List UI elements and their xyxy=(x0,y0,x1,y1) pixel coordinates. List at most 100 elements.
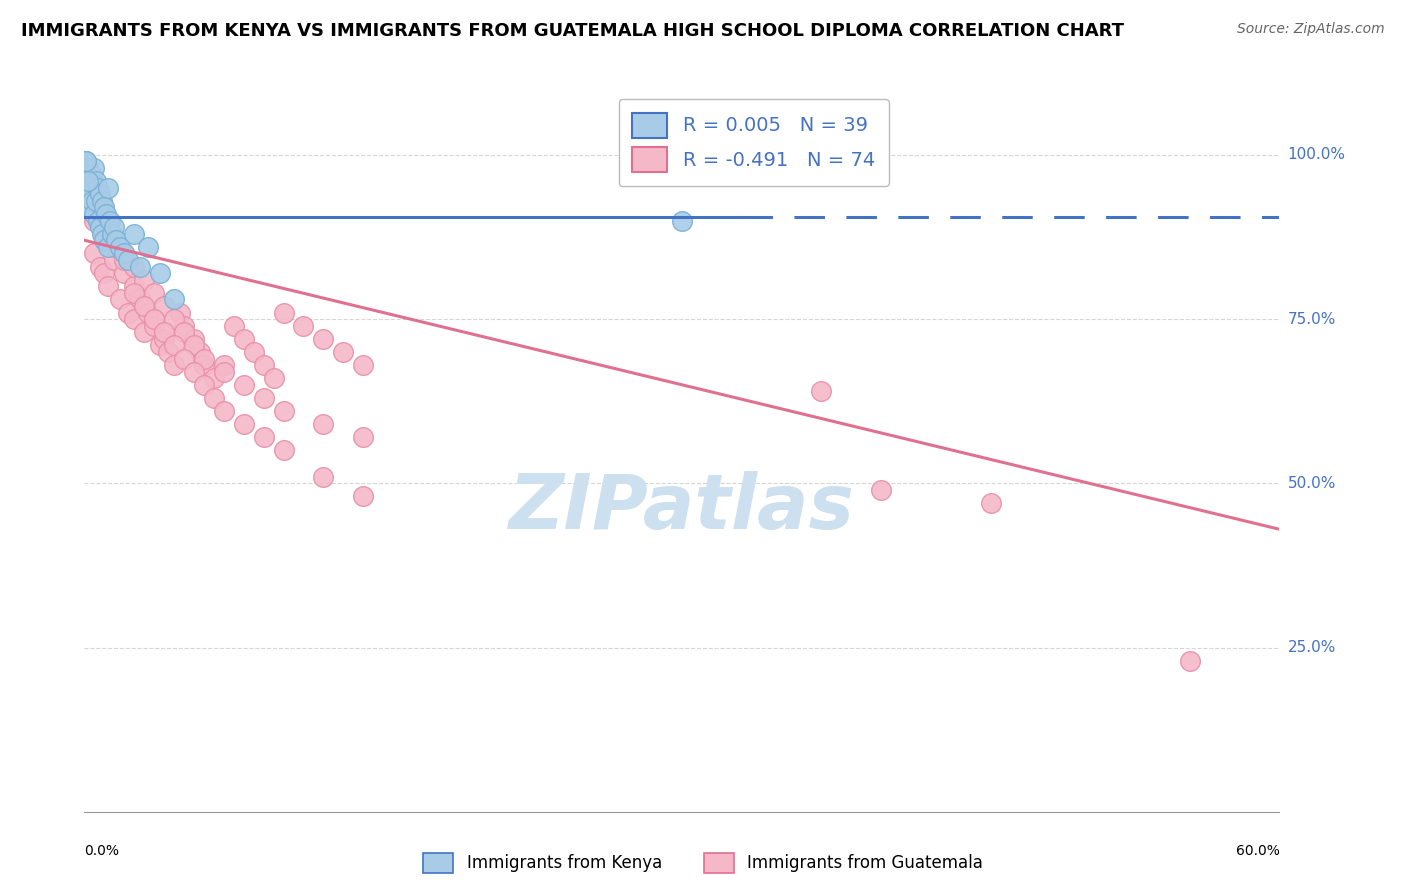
Point xyxy=(87,213,110,227)
Point xyxy=(103,252,125,267)
Point xyxy=(810,384,832,399)
Point xyxy=(83,207,105,221)
Point xyxy=(112,246,135,260)
Point xyxy=(157,345,180,359)
Point xyxy=(163,338,186,352)
Point xyxy=(671,213,693,227)
Point xyxy=(153,325,176,339)
Point xyxy=(273,305,295,319)
Point xyxy=(83,213,105,227)
Point xyxy=(97,180,120,194)
Point xyxy=(193,358,215,372)
Point xyxy=(117,252,139,267)
Point xyxy=(132,299,156,313)
Point xyxy=(93,201,115,215)
Point xyxy=(129,293,152,307)
Point xyxy=(122,260,145,274)
Point xyxy=(232,332,254,346)
Point xyxy=(163,293,186,307)
Point xyxy=(352,490,374,504)
Point xyxy=(253,391,276,405)
Point xyxy=(263,371,285,385)
Point xyxy=(86,174,108,188)
Point xyxy=(75,154,97,169)
Point xyxy=(112,252,135,267)
Point xyxy=(212,404,235,418)
Point xyxy=(82,168,104,182)
Point xyxy=(117,305,139,319)
Text: 100.0%: 100.0% xyxy=(1288,147,1346,162)
Point xyxy=(77,180,100,194)
Point xyxy=(89,260,111,274)
Point xyxy=(173,325,195,339)
Point xyxy=(77,174,100,188)
Point xyxy=(122,312,145,326)
Point xyxy=(143,318,166,333)
Point xyxy=(110,240,132,254)
Point xyxy=(75,168,97,182)
Point xyxy=(352,358,374,372)
Point xyxy=(103,233,125,247)
Point xyxy=(136,305,159,319)
Point xyxy=(96,207,118,221)
Point xyxy=(89,187,111,202)
Point xyxy=(352,430,374,444)
Point xyxy=(122,285,145,300)
Point xyxy=(312,417,335,432)
Point xyxy=(163,312,186,326)
Text: 0.0%: 0.0% xyxy=(84,844,120,858)
Text: IMMIGRANTS FROM KENYA VS IMMIGRANTS FROM GUATEMALA HIGH SCHOOL DIPLOMA CORRELATI: IMMIGRANTS FROM KENYA VS IMMIGRANTS FROM… xyxy=(21,22,1123,40)
Point xyxy=(93,233,115,247)
Point xyxy=(103,220,125,235)
Point xyxy=(91,194,114,208)
Point xyxy=(222,318,245,333)
Point xyxy=(86,194,108,208)
Point xyxy=(89,220,111,235)
Text: 60.0%: 60.0% xyxy=(1236,844,1279,858)
Point xyxy=(202,391,225,405)
Point xyxy=(75,154,97,169)
Point xyxy=(136,240,159,254)
Legend: R = 0.005   N = 39, R = -0.491   N = 74: R = 0.005 N = 39, R = -0.491 N = 74 xyxy=(619,99,889,186)
Point xyxy=(193,377,215,392)
Point xyxy=(93,266,115,280)
Point xyxy=(232,417,254,432)
Point xyxy=(91,227,114,241)
Point xyxy=(232,377,254,392)
Point xyxy=(202,371,225,385)
Point xyxy=(153,332,176,346)
Point xyxy=(82,194,104,208)
Point xyxy=(242,345,264,359)
Point xyxy=(105,233,128,247)
Point xyxy=(79,187,101,202)
Point xyxy=(112,266,135,280)
Point xyxy=(273,443,295,458)
Point xyxy=(173,318,195,333)
Point xyxy=(97,240,120,254)
Point xyxy=(112,246,135,260)
Point xyxy=(83,246,105,260)
Point xyxy=(163,358,186,372)
Text: 75.0%: 75.0% xyxy=(1288,311,1336,326)
Point xyxy=(122,227,145,241)
Legend: Immigrants from Kenya, Immigrants from Guatemala: Immigrants from Kenya, Immigrants from G… xyxy=(416,847,990,880)
Point xyxy=(1178,654,1201,668)
Text: Source: ZipAtlas.com: Source: ZipAtlas.com xyxy=(1237,22,1385,37)
Point xyxy=(312,469,335,483)
Point xyxy=(980,496,1002,510)
Point xyxy=(332,345,354,359)
Point xyxy=(143,312,166,326)
Point xyxy=(77,161,100,175)
Point xyxy=(870,483,893,497)
Point xyxy=(169,305,191,319)
Text: 50.0%: 50.0% xyxy=(1288,475,1336,491)
Text: 25.0%: 25.0% xyxy=(1288,640,1336,655)
Point xyxy=(273,404,295,418)
Point xyxy=(110,293,132,307)
Point xyxy=(143,285,166,300)
Point xyxy=(129,260,152,274)
Point xyxy=(101,227,124,241)
Point xyxy=(83,161,105,175)
Point xyxy=(253,358,276,372)
Point xyxy=(193,351,215,366)
